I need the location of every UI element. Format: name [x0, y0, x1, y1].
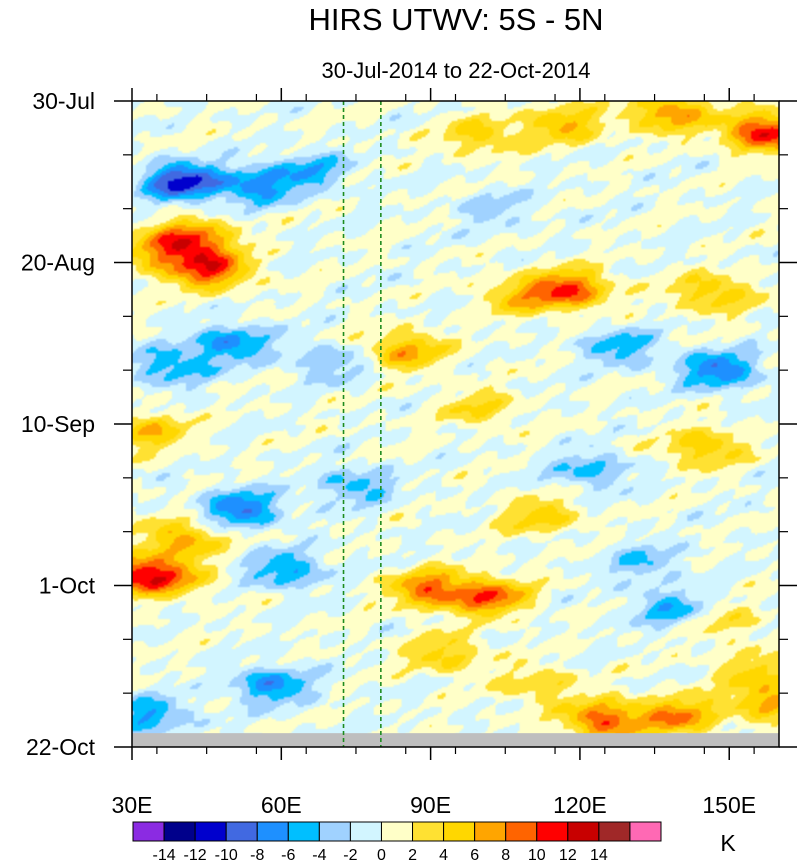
- x-axis-ticks: [131, 88, 755, 760]
- colorbar-box: [318, 821, 351, 842]
- missing-data-band: [132, 733, 779, 747]
- colorbar-box: [629, 821, 662, 842]
- reference-lines: [342, 101, 382, 747]
- colorbar-box: [598, 821, 631, 842]
- colorbar-tick-label: -4: [312, 847, 326, 863]
- colorbar-box: [132, 821, 165, 842]
- y-tick-label: 20-Aug: [21, 250, 95, 276]
- colorbar-box: [536, 821, 569, 842]
- x-tick-label: 120E: [553, 792, 607, 818]
- x-axis-labels: 30E 60E 90E 120E 150E: [112, 792, 757, 818]
- colorbar-tick-label: -2: [343, 847, 357, 863]
- x-tick-label: 60E: [261, 792, 302, 818]
- colorbar-box: [256, 821, 289, 842]
- colorbar-box: [380, 821, 414, 842]
- colorbar-box: [474, 821, 507, 842]
- colorbar-unit: K: [720, 830, 736, 856]
- x-tick-label: 30E: [112, 792, 153, 818]
- colorbar-tick-label: -14: [152, 847, 175, 863]
- colorbar-tick-label: 0: [377, 847, 386, 863]
- chart-subtitle: 30-Jul-2014 to 22-Oct-2014: [321, 58, 590, 83]
- colorbar-box: [163, 821, 196, 842]
- x-tick-label: 90E: [410, 792, 451, 818]
- colorbar-tick-label: 10: [528, 847, 546, 863]
- colorbar-box: [287, 821, 320, 842]
- colorbar-box: [412, 821, 445, 842]
- colorbar-box: [225, 821, 258, 842]
- colorbar-tick-label: -10: [215, 847, 238, 863]
- chart-title: HIRS UTWV: 5S - 5N: [308, 2, 603, 37]
- colorbar-labels: -14 -12 -10 -8 -6 -4 -2 0 2 4 6 8 10 12 14: [152, 847, 607, 863]
- colorbar-tick-label: 12: [559, 847, 577, 863]
- colorbar-tick-label: 8: [501, 847, 510, 863]
- colorbar-box: [194, 821, 227, 842]
- colorbar-tick-label: 2: [408, 847, 417, 863]
- colorbar-box: [567, 821, 600, 842]
- colorbar-box: [505, 821, 538, 842]
- y-axis-labels: 30-Jul 20-Aug 10-Sep 1-Oct 22-Oct: [21, 88, 96, 760]
- colorbar: [132, 821, 662, 842]
- y-tick-label: 30-Jul: [32, 88, 95, 114]
- colorbar-tick-label: -8: [250, 847, 264, 863]
- colorbar-tick-label: 4: [439, 847, 448, 863]
- colorbar-tick-label: 14: [590, 847, 608, 863]
- anomaly-field: [132, 101, 779, 747]
- missing-data-rect: [132, 733, 779, 747]
- colorbar-tick-label: -6: [281, 847, 295, 863]
- y-tick-label: 1-Oct: [39, 573, 96, 599]
- y-tick-label: 10-Sep: [21, 411, 95, 437]
- y-tick-label: 22-Oct: [26, 734, 96, 760]
- colorbar-box: [443, 821, 476, 842]
- colorbar-tick-label: -12: [184, 847, 207, 863]
- colorbar-box: [349, 821, 382, 842]
- x-tick-label: 150E: [702, 792, 756, 818]
- colorbar-tick-label: 6: [470, 847, 479, 863]
- y-axis-ticks: [114, 100, 797, 748]
